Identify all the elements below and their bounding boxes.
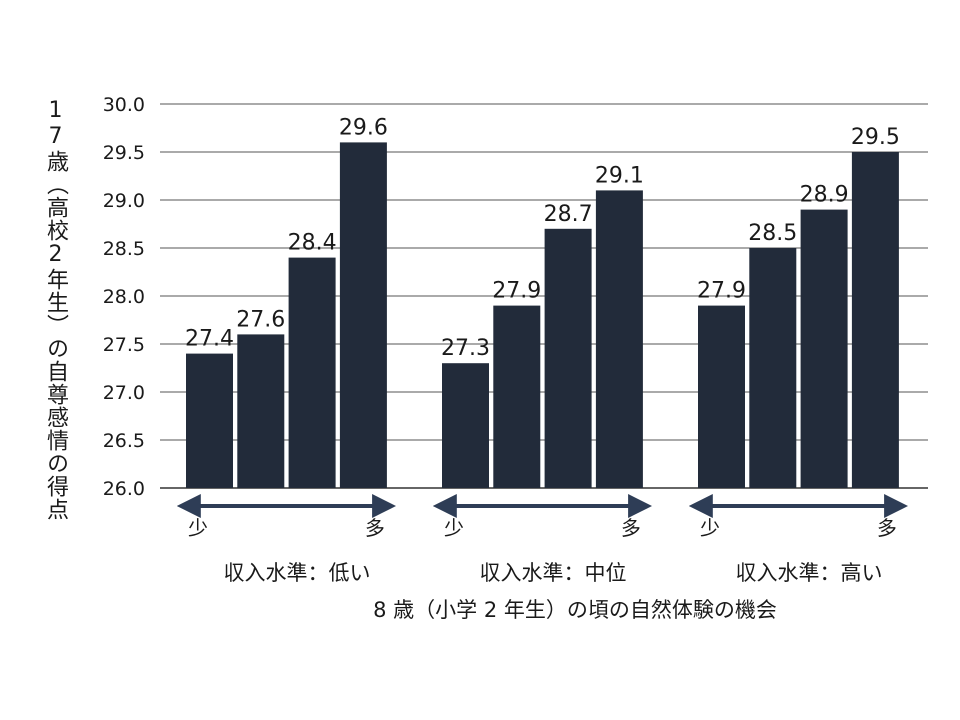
arrow-start-label: 少 [188,516,208,540]
data-label: 28.5 [748,221,797,246]
group-label: 収入水準：低い [224,561,371,585]
group-labels: 少多収入水準：低い少 多収入水準：中位少 多収入水準：高い [188,516,897,585]
data-label: 27.4 [185,327,234,352]
arrow-end-label: 多 [621,516,641,540]
bars [186,142,899,489]
bar [237,334,285,488]
y-tick-label: 28.5 [103,238,145,260]
y-tick-label: 26.0 [103,478,145,500]
y-tick-label: 26.5 [103,430,145,452]
data-label: 29.5 [851,125,900,150]
bar [186,353,233,488]
bar [339,142,387,488]
y-axis-label: 17歳（高校2年生）の自尊感情の得点 [43,98,68,521]
y-tick-label: 27.0 [103,382,145,404]
y-tick-label: 29.5 [103,142,145,164]
data-label: 27.6 [236,307,285,332]
y-tick-label: 27.5 [103,334,145,356]
bar [800,209,848,488]
y-tick-label: 29.0 [103,190,145,212]
y-tick-labels: 30.0 29.5 29.0 28.5 28.0 27.5 27.0 26.5 26.0 [103,94,145,500]
data-labels: 27.427.6 28.4 29.6 27.3 27.9 28.729.1 27.9 28.5… [185,115,900,361]
bar [749,248,797,488]
bar [544,228,592,489]
data-label: 27.3 [441,336,490,361]
data-label: 29.6 [339,115,388,140]
grid-lines [160,103,928,489]
arrow-end-label: 多 [877,516,897,540]
x-axis-title: 8 歳（小学 2 年生）の頃の自然体験の機会 [373,598,777,622]
arrow-start-label: 少 [700,516,720,540]
arrow-start-label: 少 [444,516,464,540]
y-tick-label: 28.0 [103,286,145,308]
data-label: 28.9 [800,183,849,208]
bar [698,305,745,488]
group-label: 収入水準：中位 [480,561,627,585]
y-tick-label: 30.0 [103,94,145,116]
data-label: 28.4 [288,231,337,256]
bar [442,363,489,488]
data-label: 29.1 [595,163,644,188]
data-label: 27.9 [697,279,746,304]
group-label: 収入水準：高い [736,561,883,585]
data-label: 27.9 [492,279,541,304]
bar [595,190,643,488]
bar [493,305,541,488]
arrow-end-label: 多 [365,516,385,540]
data-label: 28.7 [544,202,593,227]
bar [851,152,899,488]
bar [288,257,336,488]
